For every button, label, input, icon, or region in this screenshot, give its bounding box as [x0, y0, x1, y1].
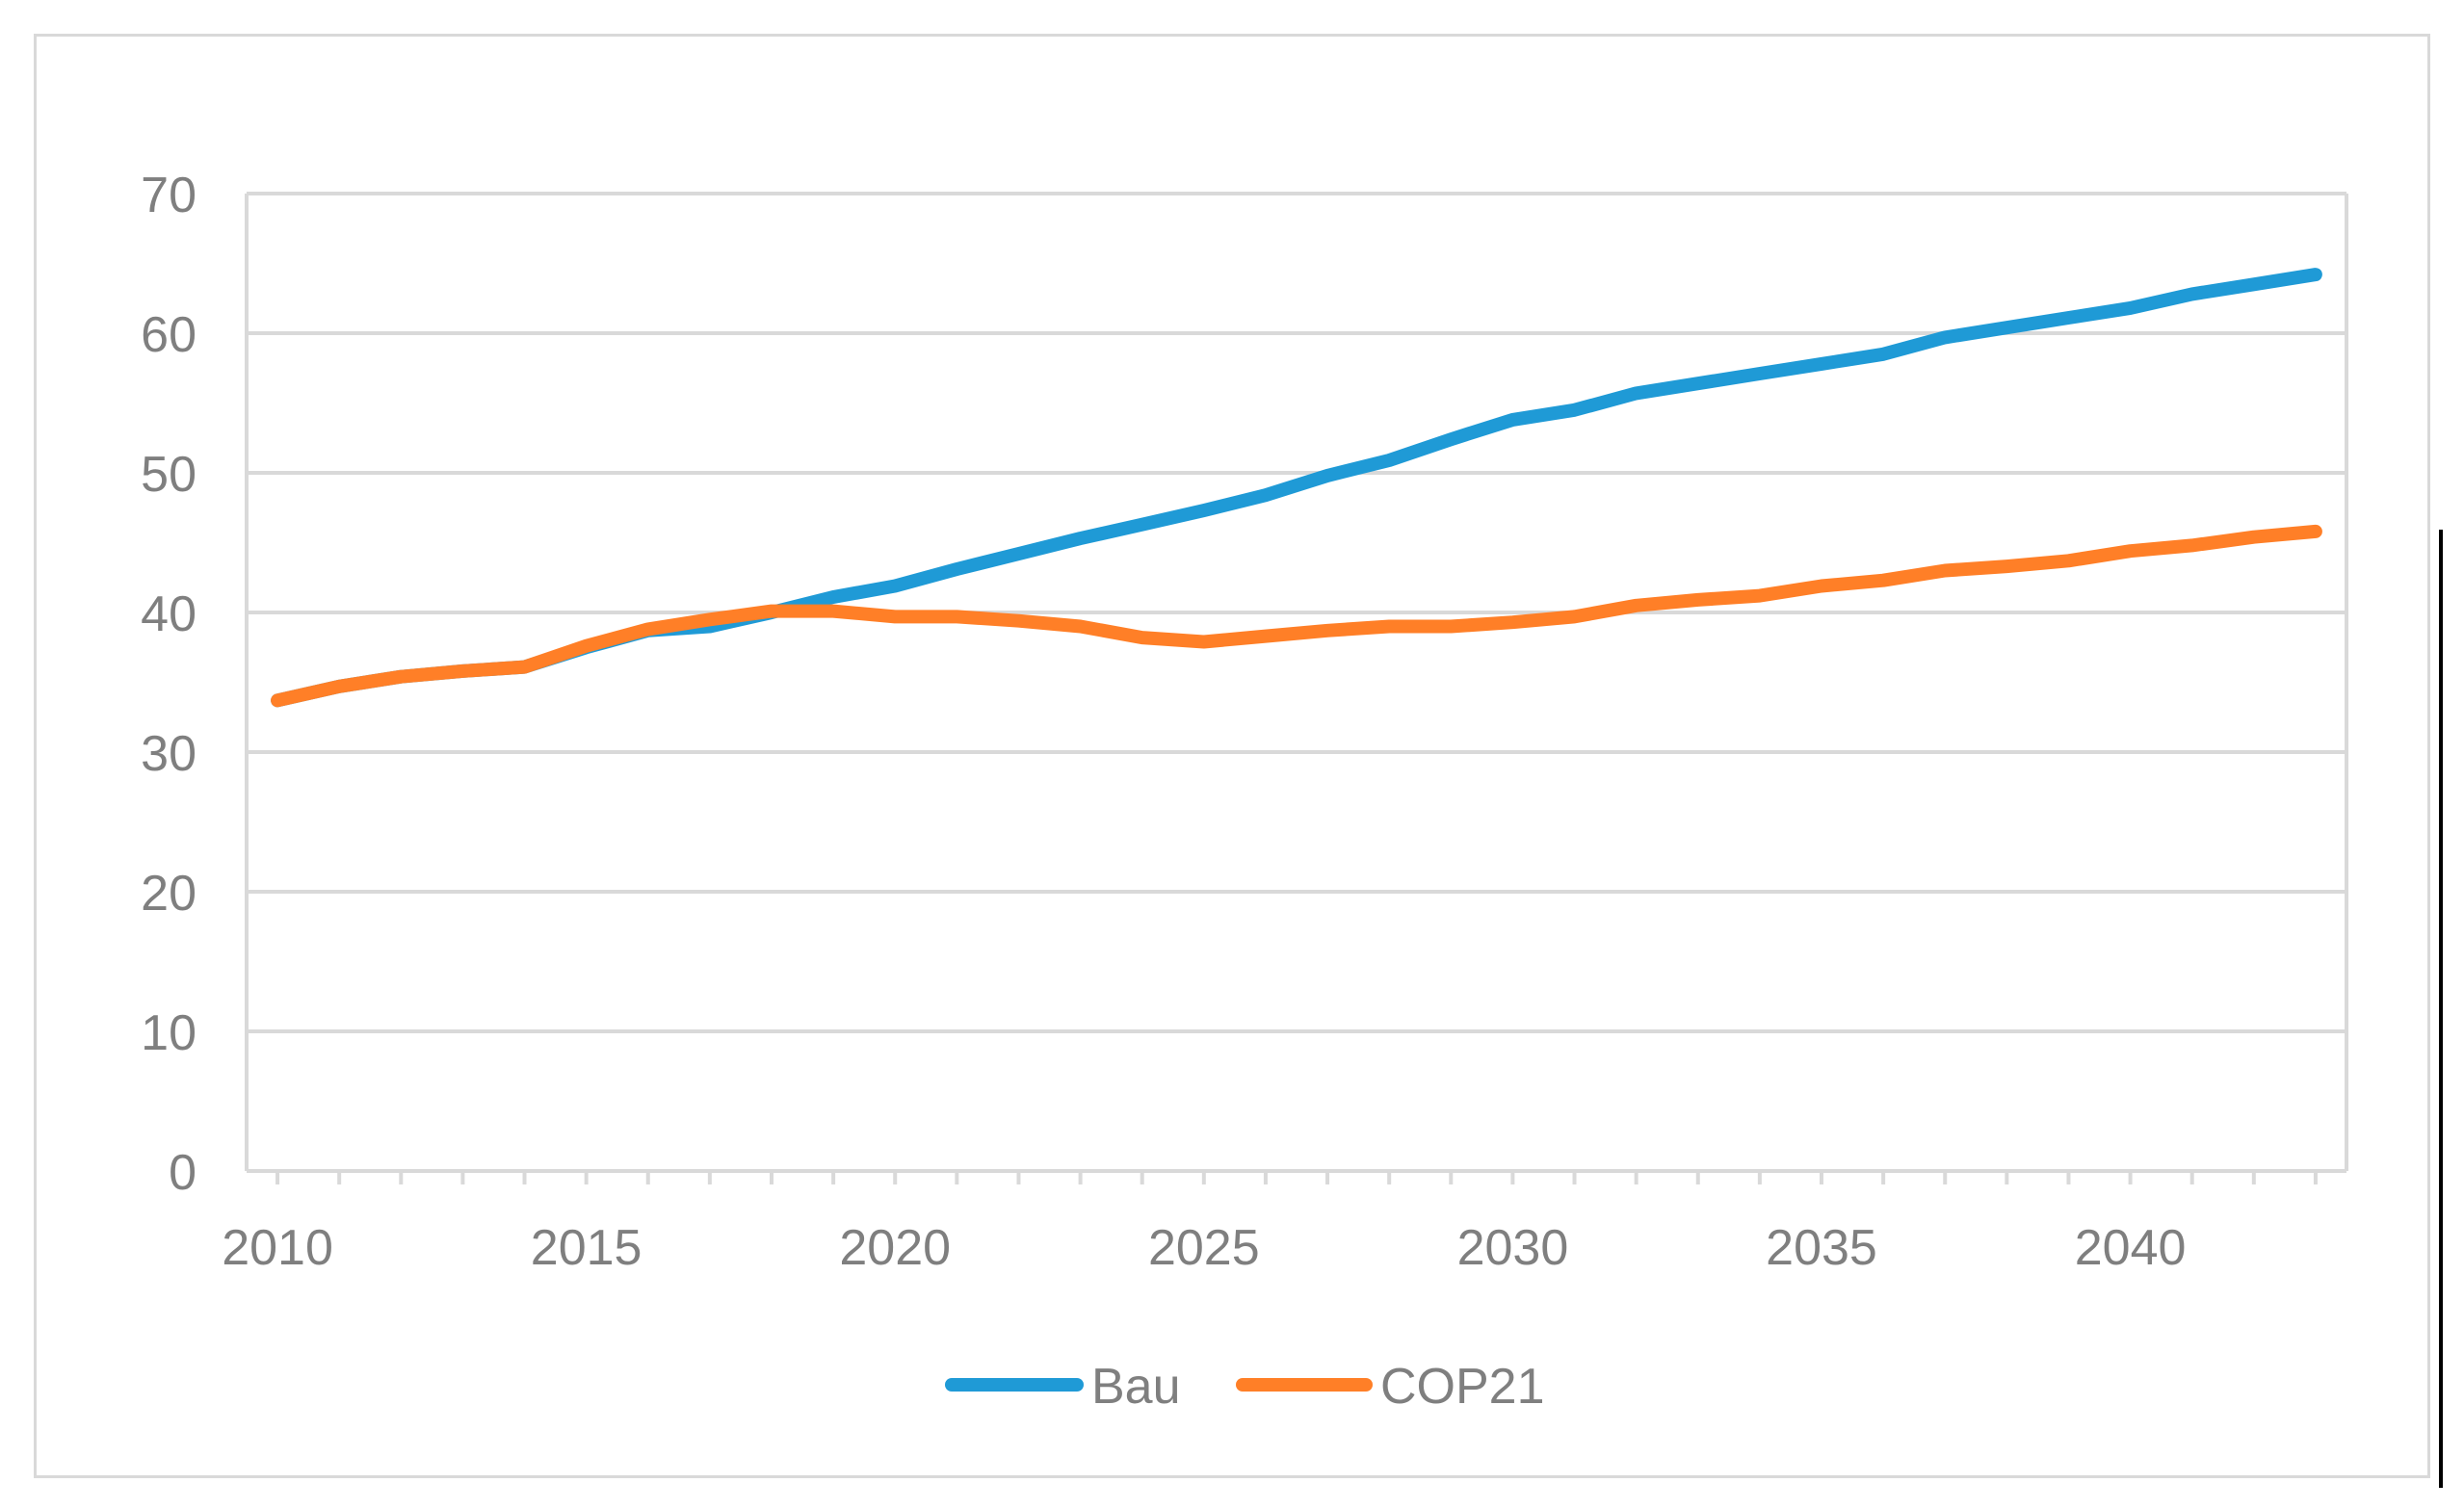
x-tick-label-2025: 2025 [1148, 1220, 1260, 1276]
series-line-cop21 [271, 524, 2322, 708]
chart-frame: 0 10 20 30 40 50 60 70 2010 2015 2020 2025 2030 2035… [34, 34, 2430, 1478]
x-ticks [275, 1171, 2318, 1184]
series-lines [271, 268, 2322, 708]
y-tick-label-40: 40 [141, 586, 197, 642]
x-tick-label-2040: 2040 [2075, 1220, 2187, 1276]
gridlines [247, 192, 2346, 1033]
y-tick-label-50: 50 [141, 447, 197, 503]
y-tick-labels: 0 10 20 30 40 50 60 70 [141, 168, 197, 1201]
x-tick-label-2035: 2035 [1766, 1220, 1877, 1276]
y-tick-label-20: 20 [141, 866, 197, 922]
right-edge-line [2439, 530, 2443, 1488]
x-tick-label-2020: 2020 [839, 1220, 951, 1276]
x-tick-label-2015: 2015 [531, 1220, 642, 1276]
y-tick-label-0: 0 [169, 1145, 197, 1201]
legend-label-bau: Bau [1091, 1359, 1181, 1415]
axes [245, 194, 2348, 1173]
legend: Bau COP21 [945, 1359, 1545, 1415]
y-tick-label-70: 70 [141, 168, 197, 223]
y-tick-label-10: 10 [141, 1005, 197, 1061]
x-tick-labels: 2010 2015 2020 2025 2030 2035 2040 [222, 1220, 2186, 1276]
y-tick-label-30: 30 [141, 726, 197, 782]
legend-label-cop21: COP21 [1380, 1359, 1545, 1415]
x-tick-label-2030: 2030 [1457, 1220, 1569, 1276]
x-tick-label-2010: 2010 [222, 1220, 333, 1276]
y-tick-label-60: 60 [141, 307, 197, 363]
